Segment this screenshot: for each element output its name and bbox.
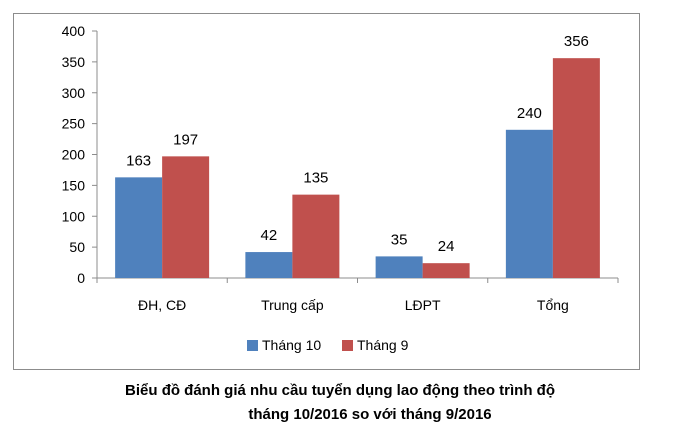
data-label: 240 <box>517 105 542 122</box>
legend: Tháng 10 Tháng 9 <box>247 337 409 353</box>
bar <box>552 58 600 278</box>
bar <box>422 263 470 278</box>
caption-line-1: Biểu đồ đánh giá nhu cầu tuyển dụng lao … <box>125 382 555 399</box>
y-tick-label: 200 <box>62 147 86 163</box>
y-axis: 0 50 100 150 200 250 300 350 400 <box>62 23 98 286</box>
bar <box>245 252 293 278</box>
data-label: 197 <box>173 131 198 148</box>
y-tick-label: 150 <box>62 177 86 193</box>
y-tick-label: 50 <box>69 239 85 255</box>
x-category-label: ĐH, CĐ <box>138 297 186 313</box>
x-category-label: LĐPT <box>405 297 441 313</box>
y-tick-label: 350 <box>62 54 86 70</box>
legend-label: Tháng 9 <box>357 337 409 353</box>
x-category-label: Trung cấp <box>261 297 324 313</box>
legend-swatch <box>342 340 353 351</box>
data-label: 163 <box>126 152 151 169</box>
legend-label: Tháng 10 <box>262 337 321 353</box>
y-tick-label: 400 <box>62 23 86 39</box>
caption-line-2: tháng 10/2016 so với tháng 9/2016 <box>248 406 492 423</box>
x-axis: ĐH, CĐ Trung cấp LĐPT Tổng <box>96 277 619 313</box>
data-labels: 163 42 35 240 197 135 24 356 <box>126 33 589 255</box>
data-label: 35 <box>391 231 408 248</box>
chart-caption: Biểu đồ đánh giá nhu cầu tuyển dụng lao … <box>0 379 680 427</box>
bar <box>505 129 553 278</box>
data-label: 135 <box>303 170 328 187</box>
legend-swatch <box>247 340 258 351</box>
bars <box>115 58 600 278</box>
data-label: 42 <box>261 227 278 244</box>
y-tick-label: 100 <box>62 208 86 224</box>
bar <box>115 177 163 278</box>
bar <box>292 194 340 278</box>
data-label: 24 <box>438 238 455 255</box>
bar <box>162 156 210 278</box>
y-tick-label: 250 <box>62 116 86 132</box>
x-category-label: Tổng <box>537 297 569 313</box>
bar <box>375 256 423 278</box>
y-tick-label: 300 <box>62 85 86 101</box>
data-label: 356 <box>564 33 589 50</box>
bar-chart: 0 50 100 150 200 250 300 350 400 ĐH, CĐ Trung cấp… <box>62 23 619 353</box>
y-tick-label: 0 <box>77 270 85 286</box>
